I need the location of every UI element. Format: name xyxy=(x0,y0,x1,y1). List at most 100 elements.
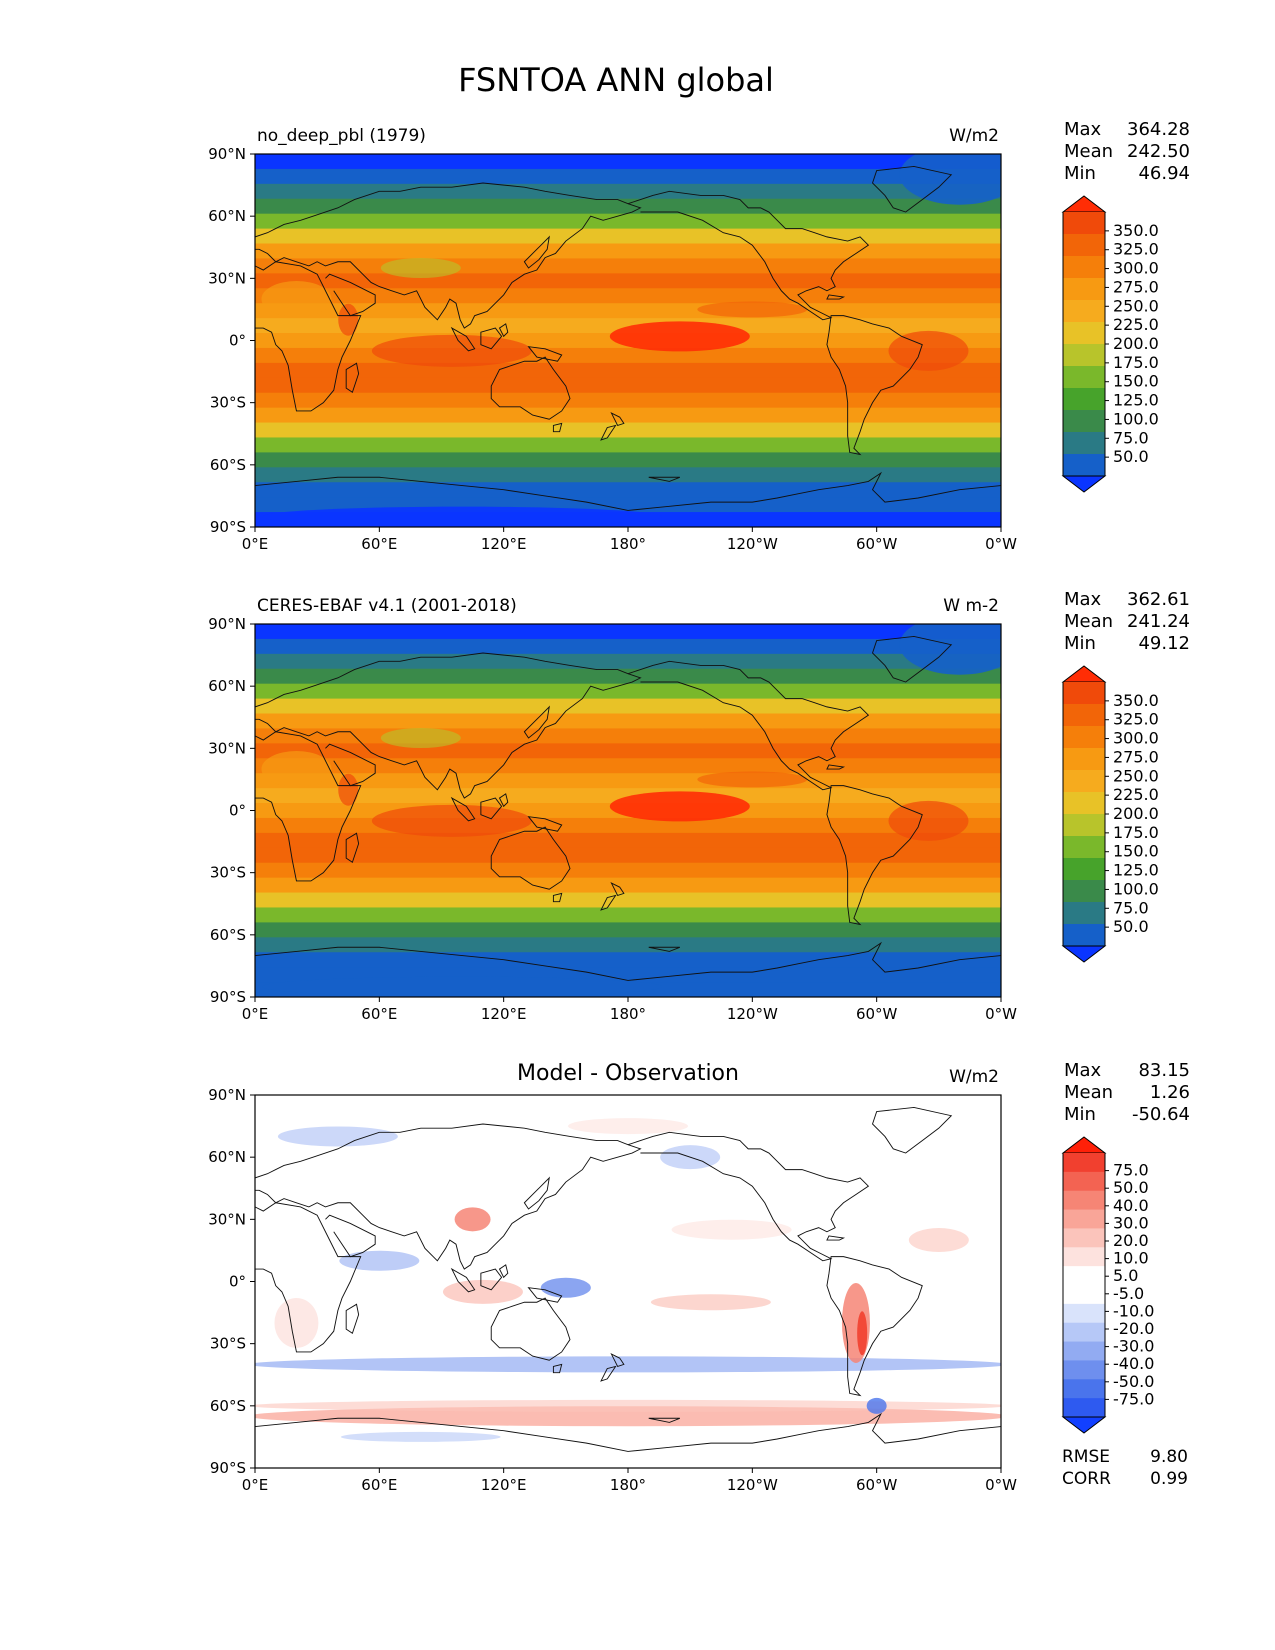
colorbar-label: 40.0 xyxy=(1113,1196,1149,1215)
stat-label-mean: Mean xyxy=(1064,141,1113,162)
panel-title: Model - Observation xyxy=(517,1061,739,1086)
colorbar-label: 325.0 xyxy=(1113,710,1159,729)
panel-units: W/m2 xyxy=(949,126,999,146)
colorbar-swatch xyxy=(1063,1360,1105,1380)
stat-label-max: Max xyxy=(1064,1060,1102,1081)
panel-observation: CERES-EBAF v4.1 (2001-2018) W m-2 90°N 60… xyxy=(208,589,1190,1023)
colorbar-swatch xyxy=(1063,1303,1105,1324)
stats-box: Max 83.15 Mean 1.26 Min -50.64 xyxy=(1064,1060,1190,1125)
y-tick-label: 30°N xyxy=(208,739,246,757)
colorbar-label: 300.0 xyxy=(1113,729,1159,748)
colorbar-swatch xyxy=(1063,814,1105,837)
stat-value-max: 364.28 xyxy=(1127,119,1190,140)
y-tick-label: 60°S xyxy=(210,456,246,474)
y-tick-label: 90°N xyxy=(208,615,246,633)
x-tick-label: 120°W xyxy=(727,1005,778,1023)
stat-value-max: 83.15 xyxy=(1138,1060,1190,1081)
colorbar-swatch xyxy=(1063,1341,1105,1361)
colorbar-label: 225.0 xyxy=(1113,315,1159,334)
colorbar-label: 250.0 xyxy=(1113,296,1159,315)
colorbar-swatch xyxy=(1063,432,1105,455)
colorbar-swatch xyxy=(1063,880,1105,903)
panel-subtitle: no_deep_pbl (1979) xyxy=(257,126,426,146)
colorbar-label: 200.0 xyxy=(1113,804,1159,823)
colorbar-swatch xyxy=(1063,1266,1105,1286)
colorbar-swatch xyxy=(1063,212,1105,235)
y-tick-label: 30°S xyxy=(210,394,246,412)
y-axis: 90°N 60°N 30°N 0° 30°S 60°S 90°S xyxy=(208,1086,255,1477)
y-tick-label: 0° xyxy=(229,332,246,350)
x-tick-label: 120°E xyxy=(481,1476,527,1494)
y-tick-label: 30°S xyxy=(210,864,246,882)
colorbar-label: 125.0 xyxy=(1113,391,1159,410)
map-observation xyxy=(255,624,1001,997)
colorbar-swatch xyxy=(1063,902,1105,925)
colorbar: 75.050.040.030.020.010.05.0-5.0-10.0-20.… xyxy=(1061,1136,1154,1434)
stats-box: Max 364.28 Mean 242.50 Min 46.94 xyxy=(1064,119,1190,184)
stat-label-mean: Mean xyxy=(1064,611,1113,632)
y-tick-label: 60°N xyxy=(208,677,246,695)
y-tick-label: 0° xyxy=(229,1273,246,1291)
colorbar-label: 200.0 xyxy=(1113,334,1159,353)
colorbar-label: 350.0 xyxy=(1113,221,1159,240)
x-tick-label: 120°E xyxy=(481,535,527,553)
colorbar-swatch xyxy=(1063,1190,1105,1211)
stat-value-mean: 242.50 xyxy=(1127,141,1190,162)
colorbar-label: 275.0 xyxy=(1113,747,1159,766)
colorbar-extend-max xyxy=(1061,195,1107,213)
y-axis: 90°N 60°N 30°N 0° 30°S 60°S 90°S xyxy=(208,615,255,1006)
figure-title: FSNTOA ANN global xyxy=(458,61,774,99)
colorbar-swatch xyxy=(1063,858,1105,881)
colorbar-label: 100.0 xyxy=(1113,879,1159,898)
x-tick-label: 0°E xyxy=(242,1476,269,1494)
colorbar-swatch xyxy=(1063,1398,1105,1418)
y-tick-label: 90°S xyxy=(210,988,246,1006)
x-tick-label: 0°E xyxy=(242,535,269,553)
stat-value-mean: 241.24 xyxy=(1127,611,1190,632)
x-tick-label: 0°W xyxy=(985,1005,1017,1023)
y-tick-label: 90°N xyxy=(208,1086,246,1104)
colorbar-label: -40.0 xyxy=(1113,1354,1154,1373)
stat-value-min: 49.12 xyxy=(1138,633,1190,654)
panel-subtitle: CERES-EBAF v4.1 (2001-2018) xyxy=(257,596,517,616)
colorbar-swatch xyxy=(1063,322,1105,345)
x-axis: 0°E 60°E 120°E 180° 120°W 60°W 0°W xyxy=(242,527,1017,553)
stat-value-min: 46.94 xyxy=(1138,163,1190,184)
x-axis: 0°E 60°E 120°E 180° 120°W 60°W 0°W xyxy=(242,1468,1017,1494)
colorbar-swatch xyxy=(1063,704,1105,727)
stat-label-max: Max xyxy=(1064,119,1102,140)
x-tick-label: 60°W xyxy=(856,1476,898,1494)
x-tick-label: 60°E xyxy=(361,1005,397,1023)
colorbar-label: 325.0 xyxy=(1113,240,1159,259)
colorbar-label: 125.0 xyxy=(1113,861,1159,880)
colorbar-label: 75.0 xyxy=(1113,428,1149,447)
colorbar-swatch xyxy=(1063,344,1105,367)
colorbar-label: 100.0 xyxy=(1113,409,1159,428)
colorbar-swatch xyxy=(1063,1322,1105,1343)
colorbar-swatch xyxy=(1063,278,1105,301)
colorbar-extend-max xyxy=(1061,1136,1107,1154)
stat-value-min: -50.64 xyxy=(1132,1104,1190,1125)
colorbar-swatch xyxy=(1063,682,1105,705)
colorbar-swatch xyxy=(1063,924,1105,947)
colorbar-swatch xyxy=(1063,1171,1105,1192)
corr-value: 0.99 xyxy=(1150,1469,1188,1489)
y-tick-label: 90°S xyxy=(210,1459,246,1477)
colorbar-swatch xyxy=(1063,1247,1105,1267)
x-tick-label: 120°W xyxy=(727,535,778,553)
colorbar-label: 5.0 xyxy=(1113,1266,1138,1285)
y-axis: 90°N 60°N 30°N 0° 30°S 60°S 90°S xyxy=(208,145,255,536)
colorbar-swatch xyxy=(1063,234,1105,257)
colorbar-swatch xyxy=(1063,300,1105,323)
stat-label-min: Min xyxy=(1064,633,1096,654)
colorbar-label: 20.0 xyxy=(1113,1231,1149,1250)
panel-units: W m-2 xyxy=(943,596,999,616)
rmse-label: RMSE xyxy=(1062,1447,1110,1467)
colorbar-swatch xyxy=(1063,256,1105,279)
colorbar-swatch xyxy=(1063,1379,1105,1399)
colorbar-label: 300.0 xyxy=(1113,259,1159,278)
stat-value-max: 362.61 xyxy=(1127,589,1190,610)
stat-label-min: Min xyxy=(1064,1104,1096,1125)
colorbar-extend-min xyxy=(1061,945,1107,963)
y-tick-label: 90°N xyxy=(208,145,246,163)
